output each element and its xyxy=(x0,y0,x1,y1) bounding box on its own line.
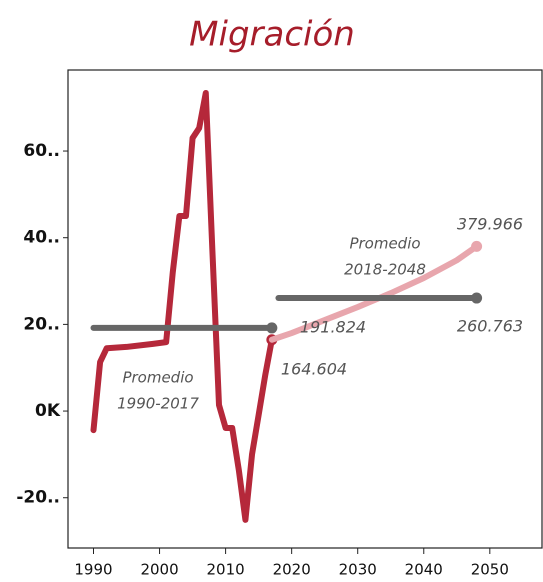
y-tick-label: 60.. xyxy=(23,141,60,161)
line xyxy=(90,89,275,523)
value-label: 260.763 xyxy=(457,317,523,336)
plot-frame xyxy=(67,69,543,549)
value-label: 191.824 xyxy=(300,318,366,337)
end-dot xyxy=(471,292,483,304)
value-label: 164.604 xyxy=(281,360,347,379)
x-tick-label: 2040 xyxy=(405,561,443,579)
y-tick-label: -20.. xyxy=(16,488,60,508)
y-tick-label: 20.. xyxy=(23,314,60,334)
value-label: 379.966 xyxy=(457,215,523,234)
x-tick-label: 2050 xyxy=(471,561,509,579)
x-tick-label: 1990 xyxy=(74,561,112,579)
chart-title: Migración xyxy=(189,15,355,55)
x-tick-label: 2000 xyxy=(140,561,178,579)
annotation: 1990-2017 xyxy=(117,395,199,413)
x-tick-label: 2020 xyxy=(273,561,311,579)
annotation: Promedio xyxy=(349,235,420,253)
annotation: 2018-2048 xyxy=(344,261,426,279)
x-tick-label: 2010 xyxy=(207,561,245,579)
y-tick-label: 40.. xyxy=(23,228,60,248)
end-dot xyxy=(471,240,483,252)
annotation: Promedio xyxy=(122,369,193,387)
x-tick-label: 2030 xyxy=(339,561,377,579)
y-tick-label: 0K xyxy=(35,401,61,421)
end-dot xyxy=(266,322,278,334)
